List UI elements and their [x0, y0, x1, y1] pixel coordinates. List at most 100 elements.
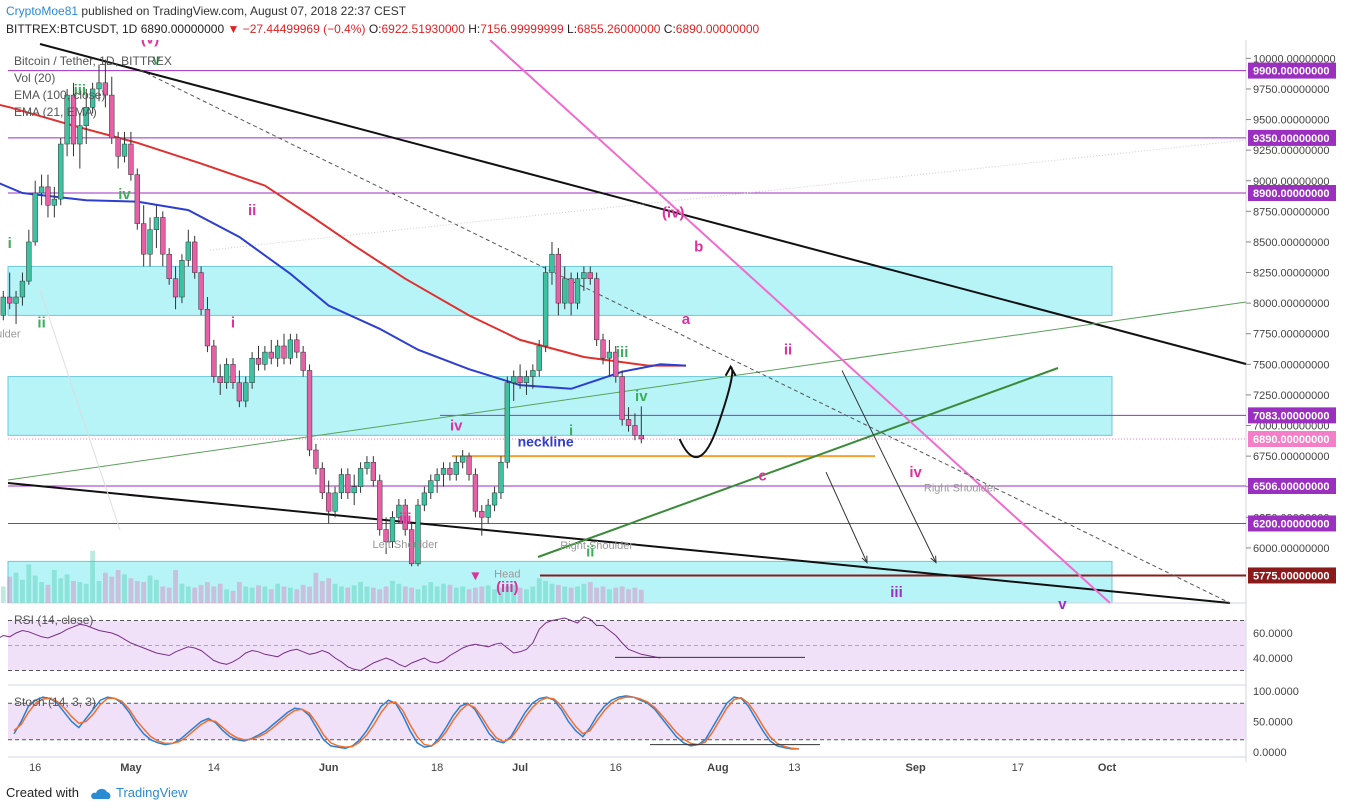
candle-body: [249, 357, 255, 383]
candle: [536, 339, 542, 377]
candle: [153, 205, 160, 249]
candle-body: [593, 278, 600, 341]
volume-bar: [198, 584, 204, 603]
volume-bar: [288, 587, 293, 603]
volume-bar: [51, 570, 57, 603]
volume-bar: [281, 586, 287, 603]
volume-bar: [90, 550, 96, 603]
wave-label: iii: [616, 344, 629, 361]
time-tick-label: 13: [788, 762, 800, 774]
candle-body: [83, 107, 89, 126]
author-link[interactable]: CryptoMoe81: [6, 4, 79, 18]
candle: [281, 333, 287, 365]
candle-body: [377, 480, 383, 530]
candle-body: [166, 253, 172, 279]
candle-body: [230, 364, 236, 383]
time-tick-label: May: [120, 762, 142, 774]
volume-bar: [390, 581, 395, 603]
candle: [211, 339, 217, 383]
candle: [581, 266, 587, 291]
candle: [370, 456, 376, 487]
volume-bar: [460, 586, 466, 603]
candle-body: [357, 468, 364, 487]
created-with: Created with: [6, 785, 79, 800]
volume-bar: [626, 589, 631, 603]
candle-body: [504, 382, 510, 463]
candle-body: [568, 278, 574, 304]
candle: [523, 370, 530, 395]
volume-bar: [492, 589, 497, 603]
rsi-label: RSI (14, close): [14, 613, 93, 627]
candle: [338, 468, 345, 499]
time-tick-label: Jun: [319, 762, 339, 774]
tradingview-brand[interactable]: TradingView: [116, 785, 188, 800]
price-label-text: 6200.00000000: [1253, 518, 1329, 530]
forecast-arrow-1: [841, 370, 937, 563]
volume-bar: [313, 572, 319, 603]
candle: [345, 468, 351, 499]
candle-body: [115, 137, 121, 157]
volume-bar: [555, 584, 561, 603]
candle: [472, 468, 479, 518]
time-tick-label: Jul: [512, 762, 528, 774]
price-label-bg: [1248, 567, 1336, 584]
candle: [166, 248, 172, 285]
candle-body: [517, 376, 523, 383]
candle: [230, 358, 236, 389]
candle: [198, 266, 204, 316]
wave-label: iv: [635, 388, 648, 405]
volume-bar: [402, 586, 408, 603]
candle-body: [128, 143, 134, 175]
candle: [504, 376, 510, 469]
volume-bar: [421, 585, 427, 603]
candle-body: [466, 455, 472, 475]
wave-label: b: [694, 239, 703, 256]
candle-body: [236, 382, 243, 402]
candle-body: [45, 186, 51, 206]
candle-body: [581, 272, 587, 279]
candle-body: [402, 504, 408, 530]
candle: [109, 76, 115, 145]
price-label-8900: 8900.00000000: [1248, 184, 1336, 201]
candle: [428, 474, 434, 499]
price-zone-1: [7, 376, 1113, 436]
candle: [593, 272, 600, 346]
wave-label: iv: [450, 417, 463, 434]
candle-body: [19, 280, 26, 298]
candle-body: [440, 468, 447, 475]
candle: [115, 131, 121, 169]
candle-body: [491, 492, 498, 506]
legend-title: Bitcoin / Tether, 1D, BITTREX: [14, 54, 172, 68]
candle-body: [32, 192, 38, 243]
symbol-label: BITTREX:BTCUSDT, 1D: [6, 22, 138, 36]
volume-bar: [7, 576, 13, 603]
candle-body: [472, 474, 479, 512]
candle: [421, 486, 428, 512]
candle-body: [421, 492, 428, 506]
price-label-5775: 5775.00000000: [1248, 567, 1336, 584]
candle: [223, 358, 230, 389]
low-label: L:: [567, 22, 578, 36]
wave-label: a: [682, 311, 691, 328]
price-tick-label: 8250.00000000: [1253, 268, 1329, 280]
wave-label: iii: [890, 584, 903, 601]
candle: [83, 88, 89, 145]
candle: [96, 64, 102, 102]
price-label-text: 6506.00000000: [1253, 481, 1329, 493]
candle: [274, 339, 281, 367]
volume-bar: [638, 589, 644, 603]
green-support-trendline: [537, 367, 1059, 558]
volume-bar: [434, 586, 440, 603]
price-tick-label: 8500.00000000: [1253, 237, 1329, 249]
candle-body: [332, 492, 338, 512]
volume-bar: [0, 586, 6, 603]
candle: [568, 272, 574, 316]
price-label-9900: 9900.00000000: [1248, 62, 1336, 79]
rsi-line: [0, 616, 661, 672]
wave-label: v: [1058, 596, 1067, 613]
candle: [185, 229, 191, 267]
candle-body: [306, 370, 313, 451]
price-tick-label: 6000.00000000: [1253, 543, 1329, 555]
candle-body: [313, 449, 319, 469]
chart-canvas[interactable]: (v)viiiiviiiiiiRight ShoulderiviiiLeft S…: [0, 40, 1348, 780]
